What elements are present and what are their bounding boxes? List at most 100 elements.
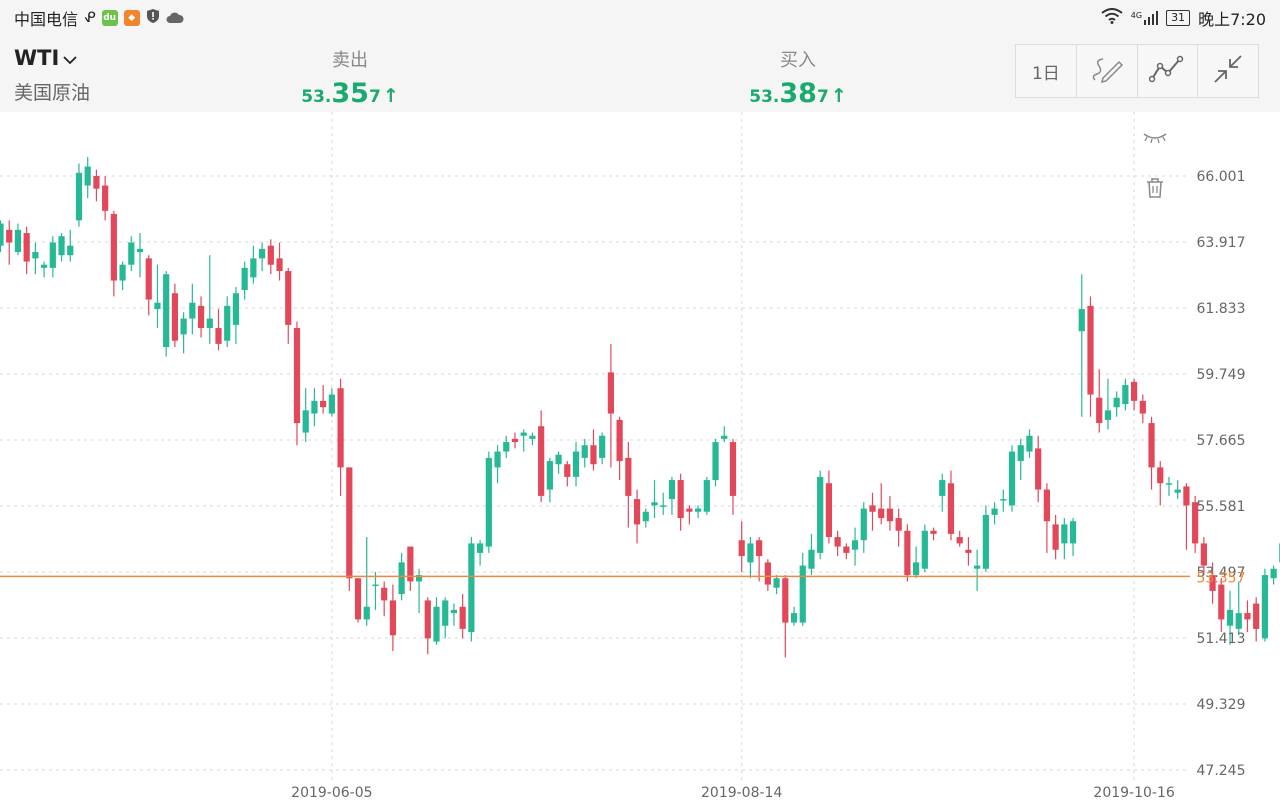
candle-body [206, 318, 213, 329]
candle-up [1061, 518, 1068, 560]
candle-up [1122, 378, 1129, 411]
period-button[interactable]: 1日 [1016, 45, 1077, 97]
candle-body [494, 451, 501, 468]
candle-up [433, 597, 440, 645]
x-tick-label: 2019-08-14 [701, 785, 782, 800]
sell-quote[interactable]: 卖出 53. 35 7 ↑ [290, 46, 410, 109]
candle-up [67, 229, 74, 262]
symbol-name: 美国原油 [14, 82, 91, 104]
candle-body [1253, 603, 1260, 629]
candle-up [189, 283, 196, 335]
quote-header: WTI 美国原油 卖出 53. 35 7 ↑ 买入 53. 38 7 ↑ 1日 [0, 36, 1280, 112]
candle-body [1157, 467, 1164, 484]
candle-body [834, 537, 841, 547]
shield-icon [146, 8, 160, 28]
candle-body [1183, 486, 1190, 506]
candle-body [503, 442, 510, 452]
candle-up [259, 242, 266, 272]
candle-body [354, 578, 362, 620]
candle-body [102, 185, 109, 211]
candle-down [564, 461, 571, 487]
candle-body [1061, 524, 1068, 544]
candle-down [782, 575, 789, 658]
draw-tool-button[interactable] [1077, 45, 1138, 97]
sell-price: 53. 35 7 ↑ [290, 78, 410, 109]
candle-down [1139, 394, 1146, 424]
candle-down [267, 239, 274, 275]
candle-body [171, 293, 178, 341]
candle-up [363, 537, 370, 626]
candlestick-chart[interactable]: 66.001 63.917 61.833 59.749 57.665 55.581 53.4… [0, 112, 1280, 800]
candle-down [607, 343, 614, 468]
candle-up [119, 261, 126, 291]
candle-down [1157, 461, 1164, 506]
candle-up [1165, 476, 1173, 496]
buy-label: 买入 [780, 50, 816, 71]
candle-down [320, 385, 327, 414]
candle-up [1235, 581, 1242, 636]
y-tick-label: 63.917 [1197, 235, 1246, 251]
sell-price-last: 7 [368, 87, 381, 107]
buy-price: 53. 38 7 ↑ [738, 78, 858, 109]
candle-body [84, 166, 91, 186]
candle-down [407, 546, 414, 591]
wifi-icon [1101, 8, 1123, 28]
candle-down [93, 169, 100, 202]
candle-layer [0, 157, 1280, 658]
candle-body [904, 530, 911, 576]
candle-body [58, 236, 65, 256]
candle-down [1209, 562, 1216, 604]
candle-body [546, 461, 553, 490]
candle-body [477, 543, 484, 553]
candle-body [1008, 451, 1016, 506]
app-notification-icon-2: ◆ [123, 10, 140, 26]
candle-up [799, 552, 806, 626]
candle-up [1069, 518, 1077, 557]
eye-closed-icon[interactable] [1142, 128, 1168, 150]
carrier-label: 中国电信 [14, 10, 79, 29]
candle-body [119, 264, 126, 281]
candle-up [41, 261, 48, 278]
candle-body [450, 609, 458, 614]
collapse-button[interactable] [1198, 45, 1258, 97]
candle-body [921, 530, 928, 569]
candle-body [250, 258, 257, 278]
candle-down [276, 242, 283, 281]
candle-body [607, 372, 614, 414]
candle-down [381, 581, 388, 617]
candle-body [346, 467, 353, 579]
candle-body [1148, 423, 1155, 468]
candle-body [564, 464, 571, 477]
candle-up [311, 388, 318, 427]
candle-body [293, 328, 301, 424]
buy-quote[interactable]: 买入 53. 38 7 ↑ [738, 46, 858, 109]
trash-icon[interactable] [1145, 177, 1165, 203]
candle-up [136, 233, 144, 278]
candle-body [913, 562, 920, 576]
candle-body [285, 271, 292, 325]
candle-body [843, 546, 850, 553]
candle-body [677, 480, 684, 519]
candle-up [372, 571, 379, 610]
candle-body [860, 508, 867, 541]
candle-up [546, 457, 553, 503]
candle-up [1261, 568, 1268, 642]
candle-down [511, 432, 519, 449]
indicator-button[interactable] [1138, 45, 1199, 97]
candle-body [23, 233, 30, 262]
symbol-selector[interactable]: WTI [14, 46, 77, 70]
candle-body [625, 457, 632, 496]
candle-up [503, 435, 510, 458]
candle-down [293, 321, 301, 446]
candle-body [660, 505, 667, 507]
candle-down [346, 467, 353, 591]
candle-body [424, 600, 431, 639]
candle-body [0, 223, 4, 246]
network-type-label: 4G [1130, 11, 1143, 20]
candle-up [555, 451, 562, 474]
candle-down [956, 530, 963, 547]
candle-body [189, 302, 196, 319]
candle-up [75, 163, 83, 227]
candle-up [1270, 565, 1277, 585]
sell-price-big: 35 [331, 78, 369, 109]
